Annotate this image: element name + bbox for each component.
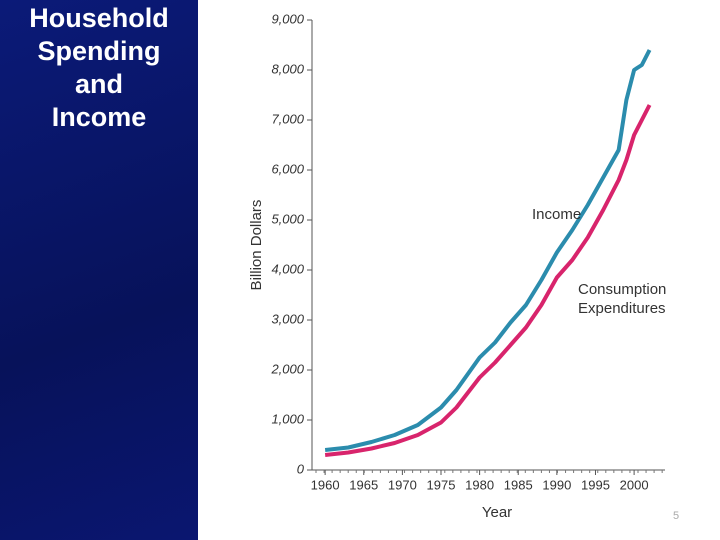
y-tick-label: 8,000 — [271, 61, 304, 76]
x-tick-label: 1975 — [427, 477, 456, 492]
x-tick-label: 1990 — [542, 477, 571, 492]
series-line — [324, 49, 652, 452]
page-number: 5 — [673, 510, 679, 522]
x-tick-label: 1960 — [311, 477, 340, 492]
y-tick-label: 2,000 — [270, 361, 304, 376]
y-tick-label: 5,000 — [271, 211, 304, 226]
y-tick-label: 0 — [297, 461, 305, 476]
series-label: Consumption Expenditures — [578, 281, 667, 317]
x-axis-label: Year — [482, 504, 512, 521]
series-line — [324, 104, 652, 457]
y-axis-label: Billion Dollars — [248, 200, 265, 291]
x-tick-label: 1995 — [581, 477, 610, 492]
x-tick-label: 1985 — [504, 477, 533, 492]
title-panel: Household Spending and Income — [0, 0, 198, 540]
x-tick-label: 1980 — [465, 477, 494, 492]
y-tick-label: 7,000 — [271, 111, 304, 126]
y-tick-label: 9,000 — [271, 11, 304, 26]
series-label: Income — [532, 206, 582, 223]
x-tick-label: 1965 — [349, 477, 378, 492]
slide-title: Household Spending and Income — [29, 3, 169, 132]
x-tick-label: 1970 — [388, 477, 417, 492]
y-tick-label: 4,000 — [271, 261, 304, 276]
y-tick-label: 6,000 — [271, 161, 304, 176]
y-tick-label: 3,000 — [271, 311, 304, 326]
y-tick-label: 1,000 — [271, 411, 304, 426]
x-tick-label: 2000 — [620, 477, 649, 492]
